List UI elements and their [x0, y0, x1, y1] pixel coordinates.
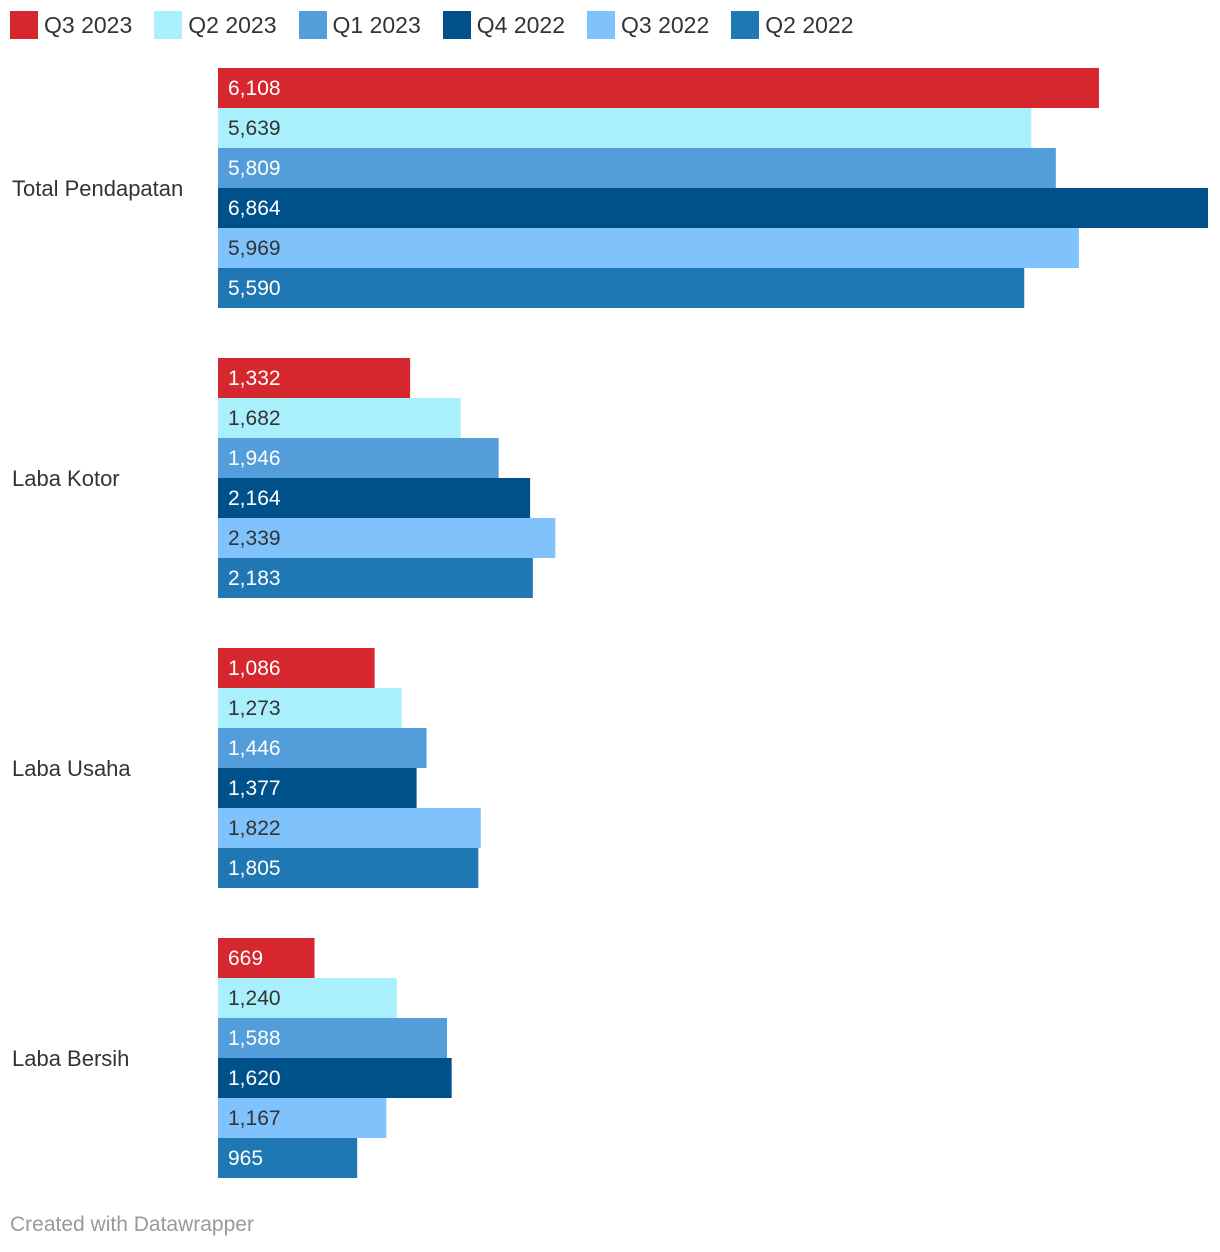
legend-label: Q2 2023 [188, 11, 277, 38]
bar-value-label: 5,590 [228, 277, 281, 300]
bar [218, 1138, 358, 1178]
legend-item: Q4 2022 [442, 11, 565, 39]
bar-value-label: 1,167 [228, 1107, 281, 1130]
bar [218, 478, 531, 518]
bar [218, 648, 375, 688]
bar-value-label: 965 [228, 1147, 263, 1170]
bar [218, 108, 1032, 148]
legend-swatch [731, 11, 760, 39]
bar-value-label: 2,164 [228, 487, 281, 510]
bar-value-label: 6,108 [228, 77, 281, 100]
bar [218, 68, 1099, 108]
bar [218, 518, 556, 558]
bar-value-label: 1,620 [228, 1067, 281, 1090]
legend-item: Q1 2023 [298, 11, 421, 39]
legend-swatch [10, 11, 38, 39]
legend-item: Q3 2023 [10, 11, 132, 39]
bar-value-label: 6,864 [228, 197, 281, 220]
legend-item: Q2 2023 [154, 11, 277, 39]
category-label: Total Pendapatan [12, 176, 183, 201]
bar-value-label: 1,086 [228, 657, 281, 680]
bar [218, 1058, 452, 1098]
bar [218, 148, 1056, 188]
bar-value-label: 1,273 [228, 697, 281, 720]
category-label: Laba Usaha [12, 756, 131, 781]
bar-value-label: 1,588 [228, 1027, 281, 1050]
bar [218, 728, 427, 768]
legend-item: Q3 2022 [587, 11, 709, 39]
legend-swatch [298, 11, 327, 39]
legend-label: Q1 2023 [332, 11, 421, 38]
bar-value-label: 5,809 [228, 157, 281, 180]
bar [218, 978, 397, 1018]
legend-label: Q3 2023 [44, 11, 133, 38]
bar-value-label: 2,339 [228, 527, 281, 550]
bar [218, 228, 1079, 268]
bar [218, 398, 461, 438]
bar-chart: Total Pendapatan 6,108 5,639 5,809 6,864 5,96… [12, 68, 1208, 1178]
bar-group: Laba Kotor 1,332 1,682 1,946 2,164 2,339 2,183 [12, 358, 556, 598]
legend-swatch [587, 11, 615, 39]
bar [218, 558, 533, 598]
bar-value-label: 1,822 [228, 817, 281, 840]
bar-value-label: 1,446 [228, 737, 281, 760]
bar-group: Total Pendapatan 6,108 5,639 5,809 6,864 5,96… [12, 68, 1208, 308]
bar-group: Laba Bersih 669 1,240 1,588 1,620 1,167 965 [12, 938, 452, 1178]
bar [218, 438, 499, 478]
legend-label: Q3 2022 [621, 11, 710, 38]
bar [218, 848, 479, 888]
bar-value-label: 1,805 [228, 857, 281, 880]
legend-label: Q2 2022 [765, 11, 854, 38]
legend-item: Q2 2022 [731, 11, 854, 39]
bar [218, 768, 417, 808]
category-label: Laba Kotor [12, 466, 120, 491]
bar [218, 1018, 448, 1058]
bar-value-label: 1,682 [228, 407, 281, 430]
bar [218, 1098, 387, 1138]
bar [218, 938, 315, 978]
bar [218, 808, 481, 848]
legend-swatch [154, 11, 183, 39]
category-label: Laba Bersih [12, 1046, 129, 1071]
bar [218, 268, 1025, 308]
bar [218, 188, 1208, 228]
legend-label: Q4 2022 [476, 11, 565, 38]
chart-legend: Q3 2023 Q2 2023 Q1 2023 Q4 2022 Q3 2022 Q2 20… [10, 10, 854, 40]
legend-swatch [442, 11, 471, 39]
bar [218, 358, 411, 398]
bar-value-label: 5,969 [228, 237, 281, 260]
bar-value-label: 1,946 [228, 447, 281, 470]
bar-value-label: 5,639 [228, 117, 281, 140]
bar-value-label: 1,332 [228, 367, 281, 390]
bar-value-label: 669 [228, 947, 263, 970]
credit-text: Created with Datawrapper [10, 1213, 254, 1236]
bar-value-label: 1,240 [228, 987, 281, 1010]
bar [218, 688, 402, 728]
bar-group: Laba Usaha 1,086 1,273 1,446 1,377 1,822 1,805 [12, 648, 481, 888]
bar-value-label: 2,183 [228, 567, 281, 590]
bar-value-label: 1,377 [228, 777, 281, 800]
